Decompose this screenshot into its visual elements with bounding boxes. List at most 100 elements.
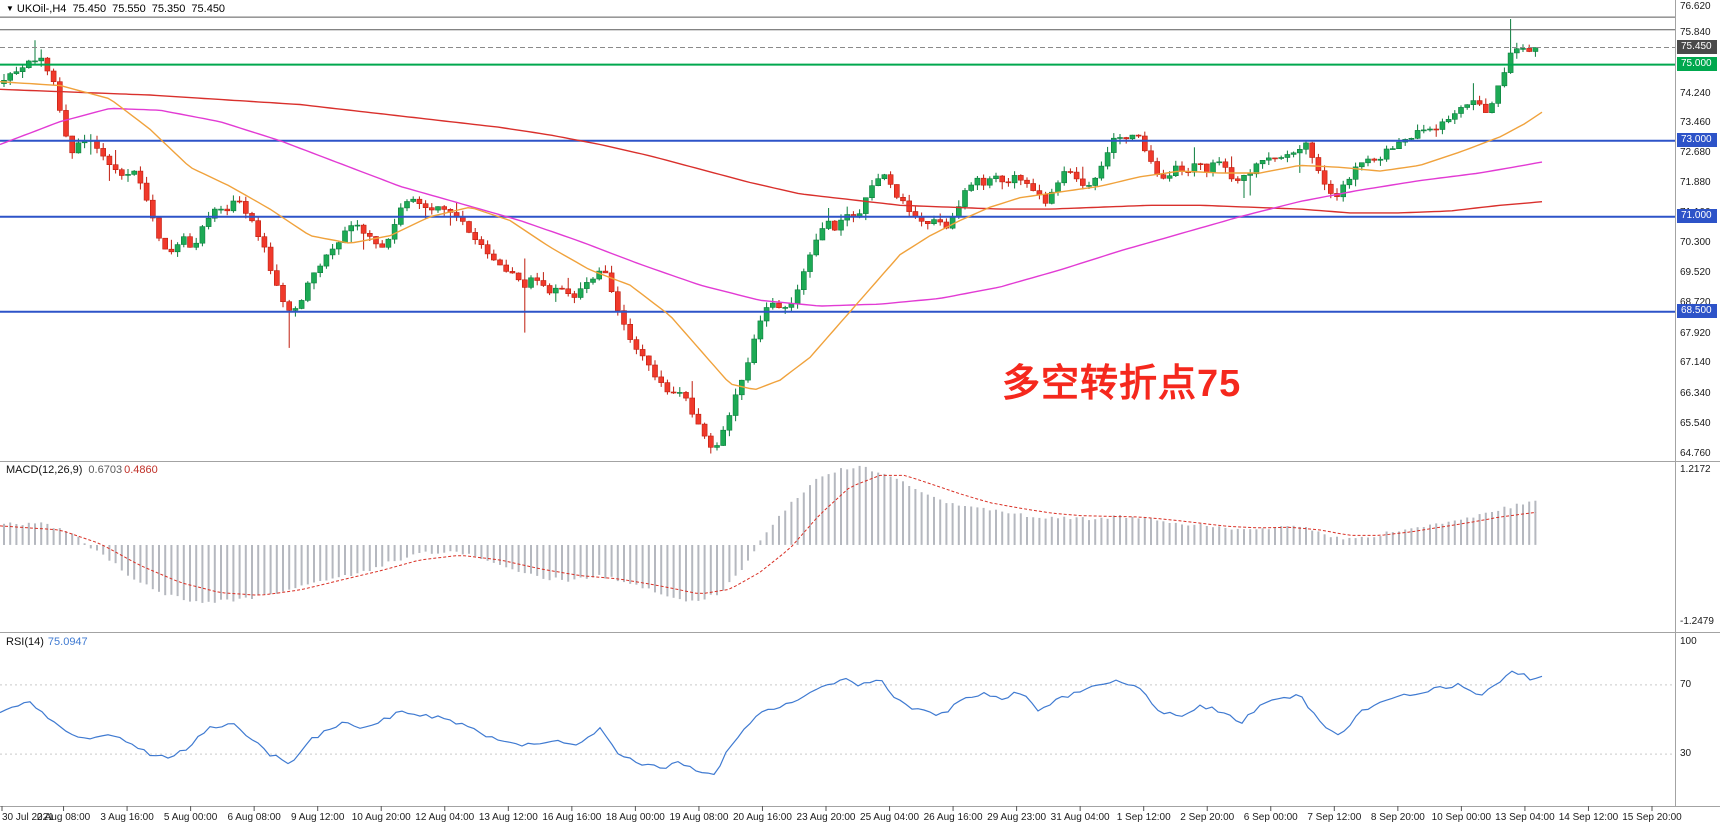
candle-body <box>497 259 503 266</box>
macd-histogram-bar <box>592 545 594 578</box>
candle-body <box>435 206 441 211</box>
candle-body <box>565 288 572 294</box>
candle-body <box>181 236 187 245</box>
candle-body <box>1142 135 1148 152</box>
candle-body <box>707 435 714 448</box>
macd-histogram-bar <box>1205 526 1208 545</box>
candle-body <box>676 392 683 394</box>
candle-body <box>751 338 758 364</box>
candle-body <box>1352 166 1359 180</box>
macd-histogram-bar <box>1075 517 1078 545</box>
macd-histogram-bar <box>1522 504 1524 545</box>
macd-histogram-bar <box>914 489 917 545</box>
candle-body <box>1098 165 1105 179</box>
macd-histogram-bar <box>654 545 656 593</box>
macd-histogram-bar <box>827 474 830 545</box>
macd-histogram-bar <box>1484 512 1487 545</box>
candle-body <box>205 217 212 227</box>
macd-histogram-bar <box>542 545 545 579</box>
candle-body <box>540 280 547 286</box>
macd-histogram-bar <box>523 545 526 574</box>
macd-histogram-bar <box>579 545 582 578</box>
candle-body <box>999 175 1006 183</box>
candle-body <box>1421 129 1427 132</box>
candle-body <box>38 57 45 62</box>
candle-body <box>689 397 696 415</box>
candle-body <box>1061 171 1067 184</box>
candle-body <box>881 174 888 179</box>
macd-histogram-bar <box>1019 513 1022 545</box>
macd-histogram-bar <box>238 545 241 599</box>
candle-body <box>366 233 373 237</box>
open-value: 75.450 <box>72 3 107 15</box>
macd-histogram-bar <box>647 545 650 589</box>
candle-body <box>162 237 168 250</box>
macd-histogram-bar <box>1199 523 1202 545</box>
macd-histogram-bar <box>486 545 489 561</box>
candle-body <box>583 282 590 289</box>
macd-histogram-bar <box>158 545 160 592</box>
candle-body <box>776 302 782 309</box>
candle-body <box>1030 183 1036 191</box>
candle-body <box>1278 157 1284 159</box>
candle-body <box>1297 149 1303 154</box>
macd-histogram-bar <box>294 545 297 589</box>
macd-histogram-bar <box>176 545 179 597</box>
candle-body <box>466 221 472 233</box>
macd-histogram-bar <box>1435 523 1438 545</box>
candle-body <box>19 67 26 72</box>
macd-histogram-bar <box>1503 506 1506 545</box>
macd-histogram-bar <box>52 528 55 545</box>
macd-histogram-bar <box>1125 518 1128 545</box>
macd-histogram-bar <box>139 545 142 583</box>
candle-body <box>794 289 801 304</box>
macd-histogram-bar <box>1329 537 1332 545</box>
macd-main-value: 0.6703 <box>88 464 123 476</box>
macd-histogram-bar <box>1255 529 1258 545</box>
macd-histogram-bar <box>325 545 328 581</box>
candle-body <box>348 225 355 232</box>
candle-body <box>1017 175 1024 181</box>
macd-histogram-bar <box>809 485 811 545</box>
candle-body <box>782 307 789 309</box>
candle-body <box>1396 141 1402 150</box>
annotation-text[interactable]: 多空转折点75 <box>1002 363 1242 405</box>
macd-histogram-bar <box>151 545 154 590</box>
macd-histogram-bar <box>1311 530 1314 545</box>
candle-body <box>13 71 20 74</box>
macd-histogram-bar <box>164 545 167 596</box>
candle-body <box>1452 113 1458 120</box>
macd-histogram-bar <box>1342 539 1345 545</box>
macd-histogram-bar <box>77 536 80 545</box>
macd-histogram-bar <box>871 471 873 545</box>
candle-body <box>1303 142 1309 150</box>
candle-body <box>212 208 218 219</box>
macd-histogram-bar <box>21 525 24 545</box>
macd-histogram-bar <box>424 545 427 552</box>
candle-body <box>602 270 609 274</box>
macd-histogram-bar <box>1137 518 1140 545</box>
macd-histogram-bar <box>685 545 687 602</box>
candle-body <box>106 155 113 166</box>
candle-body <box>546 285 553 294</box>
macd-histogram-bar <box>976 507 979 545</box>
macd-name: MACD(12,26,9) <box>6 464 83 476</box>
macd-histogram-bar <box>412 545 415 555</box>
macd-histogram-bar <box>858 465 861 545</box>
macd-histogram-bar <box>1292 525 1295 545</box>
candle-body <box>1340 184 1346 198</box>
macd-histogram-bar <box>1466 517 1469 545</box>
candle-body <box>658 376 665 383</box>
candle-body <box>236 200 243 203</box>
candle-body <box>869 185 875 198</box>
candle-body <box>993 175 999 180</box>
candle-body <box>1476 100 1483 105</box>
macd-histogram-bar <box>753 545 756 552</box>
macd-histogram-bar <box>598 545 601 575</box>
candle-body <box>509 271 516 274</box>
candle-body <box>422 203 429 208</box>
window-menu-icon[interactable]: ▼ <box>6 4 14 13</box>
macd-histogram-bar <box>573 545 576 580</box>
